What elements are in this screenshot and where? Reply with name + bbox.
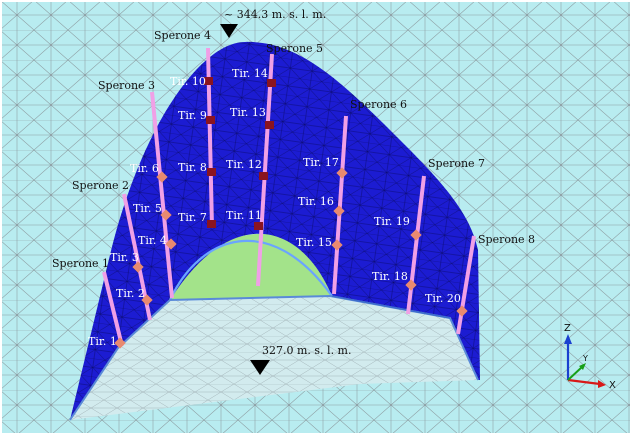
spur-rib-1 bbox=[102, 271, 124, 347]
y-axis-line bbox=[567, 366, 583, 381]
tie-rod-label-19: Tir. 19 bbox=[374, 215, 410, 228]
tie-rod-label-16: Tir. 16 bbox=[298, 195, 334, 208]
anchor-tir-8 bbox=[207, 168, 216, 176]
y-axis-arrow-icon bbox=[579, 363, 586, 370]
anchor-tir-18 bbox=[405, 279, 417, 291]
y-axis-label: Y bbox=[583, 354, 588, 363]
tie-rod-label-7: Tir. 7 bbox=[178, 211, 207, 224]
anchor-tir-12 bbox=[259, 172, 268, 180]
spur-label-2: Sperone 2 bbox=[72, 179, 130, 192]
spur-rib-7 bbox=[406, 175, 426, 315]
floor-slab-mesh bbox=[70, 296, 478, 420]
anchor-tir-17 bbox=[336, 167, 348, 179]
spur-label-7: Sperone 7 bbox=[428, 157, 486, 170]
base-edge bbox=[69, 294, 479, 421]
spur-label-6: Sperone 6 bbox=[350, 98, 408, 111]
axes-triad bbox=[564, 334, 606, 388]
elevation-bottom-label: 327.0 m. s. l. m. bbox=[262, 344, 352, 357]
spur-rib-5 bbox=[256, 53, 274, 287]
tie-rod-label-12: Tir. 12 bbox=[226, 158, 262, 171]
anchor-tir-16 bbox=[333, 205, 345, 217]
vault-surface-mesh bbox=[70, 41, 480, 420]
elevation-top-label: ~ 344.3 m. s. l. m. bbox=[224, 8, 327, 21]
anchor-tir-11 bbox=[254, 222, 263, 230]
spur-rib-8 bbox=[456, 235, 476, 335]
tie-rod-label-13: Tir. 13 bbox=[230, 106, 266, 119]
tie-rod-label-20: Tir. 20 bbox=[425, 292, 461, 305]
anchor-tir-2 bbox=[141, 294, 153, 306]
x-axis-arrow-icon bbox=[598, 380, 606, 388]
tie-rod-label-4: Tir. 4 bbox=[138, 234, 167, 247]
anchor-tir-6 bbox=[156, 171, 168, 183]
inner-arch-edge bbox=[169, 239, 333, 301]
tie-rod-anchors bbox=[114, 77, 468, 349]
anchor-tir-19 bbox=[410, 229, 422, 241]
tie-rod-label-10: Tir. 10 bbox=[170, 75, 206, 88]
tie-rod-label-5: Tir. 5 bbox=[133, 202, 162, 215]
spur-label-5: Sperone 5 bbox=[266, 42, 324, 55]
tie-rod-label-9: Tir. 9 bbox=[178, 109, 207, 122]
anchor-tir-7 bbox=[207, 220, 216, 228]
anchor-tir-4 bbox=[165, 238, 177, 250]
spur-label-1: Sperone 1 bbox=[52, 257, 110, 270]
anchor-tir-3 bbox=[132, 261, 144, 273]
anchor-tir-13 bbox=[265, 121, 274, 129]
tie-rod-label-18: Tir. 18 bbox=[372, 270, 408, 283]
elevation-marker-bottom-icon bbox=[250, 360, 270, 375]
tie-rod-label-15: Tir. 15 bbox=[296, 236, 332, 249]
z-axis-label: Z bbox=[564, 323, 571, 334]
anchor-tir-9 bbox=[206, 116, 215, 124]
spur-label-4: Sperone 4 bbox=[154, 29, 212, 42]
spur-label-3: Sperone 3 bbox=[98, 79, 156, 92]
tie-rod-label-2: Tir. 2 bbox=[116, 287, 145, 300]
x-axis-line bbox=[567, 378, 601, 386]
tie-rod-label-14: Tir. 14 bbox=[232, 67, 268, 80]
spur-rib-3 bbox=[150, 91, 174, 299]
elevation-marker-top-icon bbox=[220, 24, 238, 38]
spur-ribs bbox=[102, 47, 476, 347]
tie-rod-label-3: Tir. 3 bbox=[110, 251, 139, 264]
tie-rod-label-6: Tir. 6 bbox=[130, 162, 159, 175]
anchor-tir-20 bbox=[456, 305, 468, 317]
anchor-tir-15 bbox=[331, 239, 343, 251]
tie-rod-label-17: Tir. 17 bbox=[303, 156, 339, 169]
anchor-tir-10 bbox=[204, 77, 213, 85]
spur-rib-6 bbox=[332, 115, 348, 295]
z-axis-arrow-icon bbox=[564, 334, 572, 344]
anchor-tir-5 bbox=[160, 209, 172, 221]
anchor-tir-14 bbox=[267, 79, 276, 87]
base-edge-back bbox=[331, 295, 451, 319]
tie-rod-label-11: Tir. 11 bbox=[226, 209, 262, 222]
tie-rod-label-8: Tir. 8 bbox=[178, 161, 207, 174]
tie-rod-label-1: Tir. 1 bbox=[88, 335, 117, 348]
x-axis-label: X bbox=[609, 380, 616, 391]
spur-label-8: Sperone 8 bbox=[478, 233, 536, 246]
